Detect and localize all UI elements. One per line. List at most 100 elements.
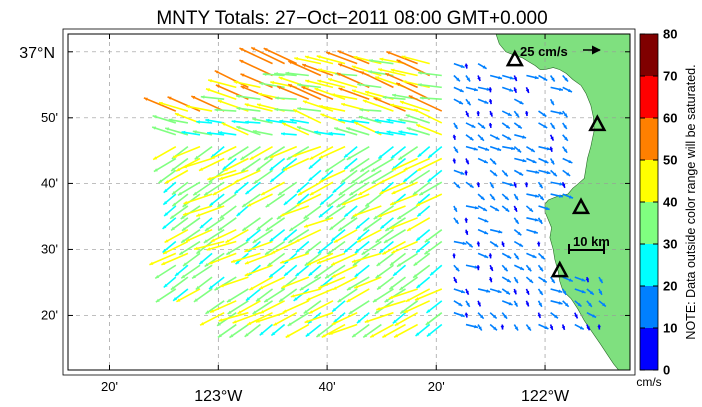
- current-vector: [350, 205, 370, 220]
- reference-vector-label: 25 cm/s: [520, 44, 568, 59]
- current-vector: [586, 288, 595, 296]
- y-tick-label: 50': [41, 110, 58, 125]
- current-vector: [234, 169, 261, 183]
- current-vector: [223, 157, 249, 172]
- current-vector: [391, 240, 418, 254]
- current-vector: [195, 240, 213, 255]
- current-vector: [262, 72, 285, 77]
- current-vector: [218, 311, 249, 322]
- current-vector: [501, 276, 512, 283]
- current-vector: [488, 122, 493, 129]
- current-vector: [171, 181, 189, 196]
- current-vector: [453, 205, 458, 213]
- current-vector: [301, 63, 334, 77]
- current-vector: [416, 205, 431, 218]
- radar-station-marker: [588, 114, 607, 132]
- current-vector: [538, 74, 548, 82]
- current-vector: [227, 300, 249, 315]
- current-vector: [513, 217, 520, 225]
- current-vector: [464, 170, 468, 176]
- current-vector: [319, 193, 334, 206]
- current-vector: [226, 288, 249, 303]
- colorbar-unit-label: cm/s: [636, 375, 661, 389]
- current-vector: [389, 252, 407, 267]
- current-vector: [364, 193, 382, 207]
- current-vector: [299, 276, 322, 291]
- current-vector: [163, 205, 177, 217]
- current-vector: [353, 55, 382, 65]
- current-vector: [465, 98, 472, 106]
- current-vector: [526, 145, 536, 153]
- current-vector: [352, 205, 382, 217]
- current-vector: [151, 126, 177, 136]
- current-vector: [351, 323, 370, 338]
- current-vector: [359, 70, 394, 89]
- current-vector: [208, 252, 237, 265]
- current-vector: [155, 288, 177, 303]
- current-vector: [269, 169, 286, 183]
- current-vector: [453, 264, 460, 272]
- current-vector: [488, 99, 493, 105]
- current-vector: [383, 228, 406, 244]
- current-vector: [233, 181, 249, 195]
- current-vector: [402, 80, 430, 89]
- current-vector: [386, 130, 406, 136]
- current-vector: [477, 193, 486, 201]
- colorbar: 0 10 20 30 40 50 60 70 80 cm/s NOTE: Data outsid…: [636, 27, 698, 390]
- current-vector: [180, 264, 201, 279]
- current-vector: [415, 240, 431, 254]
- current-vector: [244, 264, 273, 277]
- current-vector: [501, 241, 505, 248]
- current-vector: [476, 182, 480, 188]
- current-vector: [170, 217, 189, 231]
- current-vector: [398, 276, 419, 291]
- current-vector: [585, 276, 590, 283]
- current-vector: [206, 240, 237, 251]
- current-vector: [143, 97, 177, 112]
- current-vector: [306, 252, 334, 266]
- x-tick-label: 122°W: [521, 388, 570, 405]
- current-vector: [465, 158, 470, 165]
- current-vector: [274, 72, 297, 77]
- current-vector: [513, 146, 522, 153]
- current-vector: [501, 205, 510, 213]
- current-vector: [526, 217, 539, 222]
- current-vector: [153, 157, 177, 173]
- current-vector: [549, 134, 555, 141]
- current-vector: [401, 55, 430, 65]
- current-vector: [426, 323, 443, 337]
- current-vector: [419, 96, 442, 101]
- current-vector: [258, 276, 285, 290]
- current-vector: [390, 217, 418, 230]
- current-vector: [417, 83, 442, 89]
- current-vector: [185, 228, 213, 243]
- current-vector: [315, 323, 334, 338]
- current-vector: [513, 98, 524, 105]
- current-vector: [282, 300, 310, 314]
- current-vector: [536, 241, 541, 247]
- current-vector: [301, 85, 334, 100]
- current-vector: [453, 181, 461, 189]
- current-vector: [477, 157, 489, 164]
- current-vector: [574, 312, 579, 319]
- current-vector: [324, 157, 346, 173]
- current-vector: [453, 311, 465, 318]
- current-vector: [264, 240, 286, 256]
- current-vector: [149, 252, 177, 266]
- current-vector: [195, 276, 213, 291]
- current-vector: [562, 300, 570, 308]
- current-vector: [162, 217, 177, 230]
- current-vector: [348, 300, 370, 315]
- current-vector: [218, 131, 237, 136]
- current-vector: [502, 74, 514, 80]
- current-vector: [398, 130, 418, 136]
- current-vector: [476, 111, 480, 117]
- current-vector: [395, 82, 431, 100]
- current-vector: [209, 300, 237, 314]
- current-vector: [219, 205, 237, 220]
- current-vector: [465, 288, 470, 295]
- current-vector: [177, 181, 201, 196]
- current-vector: [265, 193, 286, 208]
- current-vector: [359, 157, 382, 173]
- current-vector: [405, 288, 431, 303]
